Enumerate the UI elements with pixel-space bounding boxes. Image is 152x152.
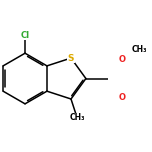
Text: S: S	[68, 54, 74, 63]
Text: O: O	[119, 55, 126, 64]
Text: O: O	[118, 93, 125, 102]
Text: CH₃: CH₃	[132, 45, 147, 54]
Text: CH₃: CH₃	[69, 113, 85, 122]
Text: Cl: Cl	[21, 31, 30, 40]
